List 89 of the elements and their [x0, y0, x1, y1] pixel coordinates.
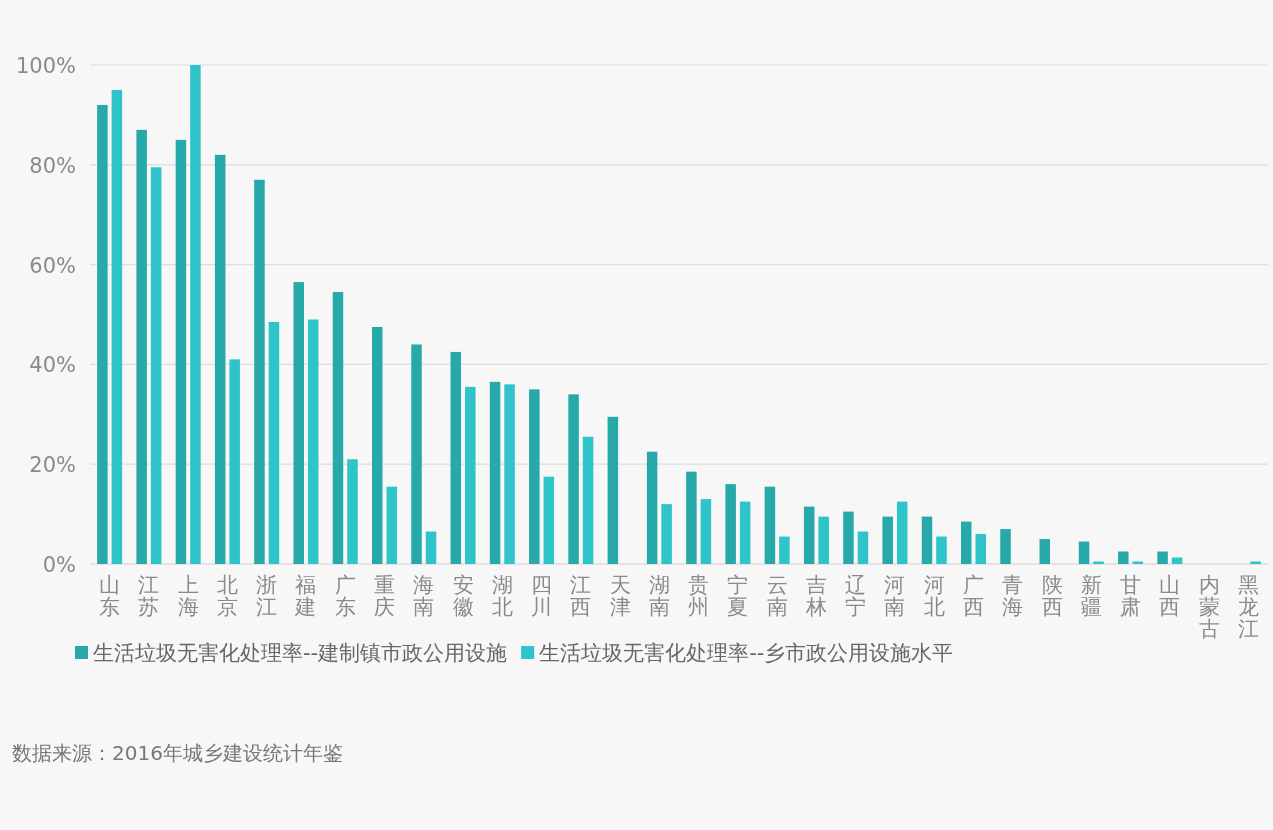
x-tick-label: 甘肃	[1120, 573, 1142, 619]
bar	[582, 436, 594, 564]
bar	[229, 359, 240, 564]
bar	[332, 292, 344, 564]
x-tick-label: 辽宁	[845, 573, 867, 619]
bar	[1157, 551, 1168, 564]
bar	[411, 344, 422, 564]
bar	[803, 506, 815, 564]
x-tick-label: 贵州	[688, 573, 710, 619]
bar	[175, 139, 187, 564]
bar	[254, 179, 265, 564]
x-tick-label: 天津	[609, 573, 631, 619]
x-tick-label: 吉林	[804, 573, 827, 619]
bar	[425, 531, 437, 564]
x-tick-label: 广东	[334, 573, 356, 619]
x-tick-label: 山西	[1159, 573, 1181, 619]
legend-label: 生活垃圾无害化处理率--乡市政公用设施水平	[539, 641, 954, 665]
x-tick-label: 新疆	[1080, 573, 1102, 619]
bar	[568, 394, 579, 564]
bar	[529, 389, 540, 564]
bar	[843, 511, 854, 564]
bar	[214, 154, 226, 564]
x-tick-label: 陕西	[1041, 573, 1063, 619]
bar	[779, 536, 790, 564]
bar	[1118, 551, 1129, 564]
y-tick-label: 40%	[29, 353, 76, 378]
bar	[450, 351, 462, 564]
bar	[489, 381, 501, 564]
x-tick-label: 云南	[766, 573, 788, 619]
x-tick-label: 北京	[216, 573, 238, 619]
bar	[386, 486, 397, 564]
x-tick-label: 河南	[884, 573, 906, 619]
bar	[1039, 539, 1051, 564]
bar	[818, 516, 829, 564]
x-tick-label: 安徽	[452, 573, 474, 619]
bar	[307, 319, 319, 564]
bar	[739, 501, 751, 564]
y-tick-label: 20%	[29, 453, 76, 478]
bar	[504, 384, 515, 564]
x-tick-label: 湖南	[648, 573, 670, 619]
bar	[111, 89, 123, 564]
x-tick-label: 黑龙江	[1237, 573, 1259, 641]
bar	[150, 167, 162, 564]
bar	[686, 471, 697, 564]
bar	[896, 501, 908, 564]
x-tick-label: 山东	[99, 573, 121, 619]
x-tick-label: 四川	[531, 573, 553, 619]
bar	[961, 521, 972, 564]
x-tick-label: 内蒙古	[1198, 573, 1220, 641]
bar	[268, 321, 280, 564]
y-tick-label: 100%	[15, 54, 76, 78]
bar	[700, 499, 712, 564]
bar	[921, 516, 933, 564]
bar	[857, 531, 869, 564]
bar	[646, 451, 658, 564]
y-tick-label: 80%	[29, 153, 76, 178]
y-tick-label: 60%	[29, 253, 76, 278]
x-tick-label: 江西	[570, 573, 592, 619]
bar	[975, 534, 986, 564]
bar	[136, 129, 147, 564]
bar	[543, 476, 555, 564]
legend-label: 生活垃圾无害化处理率--建制镇市政公用设施	[93, 641, 508, 665]
bar	[190, 65, 201, 564]
x-tick-label: 河北	[923, 573, 945, 619]
source-note: 数据来源：2016年城乡建设统计年鉴	[12, 741, 343, 765]
bar	[1000, 529, 1011, 564]
x-tick-label: 江苏	[138, 573, 160, 619]
y-tick-label: 0%	[42, 553, 76, 577]
x-tick-label: 广西	[963, 573, 984, 619]
x-tick-label: 青海	[1002, 573, 1024, 619]
bar	[1078, 541, 1090, 564]
bar	[97, 104, 108, 564]
bar	[293, 282, 304, 564]
x-tick-label: 上海	[177, 573, 199, 619]
bar	[607, 416, 619, 564]
bar	[347, 459, 358, 564]
bar	[372, 326, 383, 564]
x-tick-label: 重庆	[374, 573, 395, 619]
bar	[725, 484, 736, 564]
bar	[661, 504, 672, 564]
x-tick-label: 海南	[413, 573, 435, 619]
x-tick-label: 浙江	[256, 573, 278, 619]
bar	[882, 516, 893, 564]
bar	[465, 386, 476, 564]
bar	[936, 536, 947, 564]
x-tick-label: 福建	[294, 573, 317, 619]
bar	[764, 486, 776, 564]
x-tick-label: 宁夏	[727, 573, 749, 619]
x-tick-label: 湖北	[491, 573, 513, 619]
